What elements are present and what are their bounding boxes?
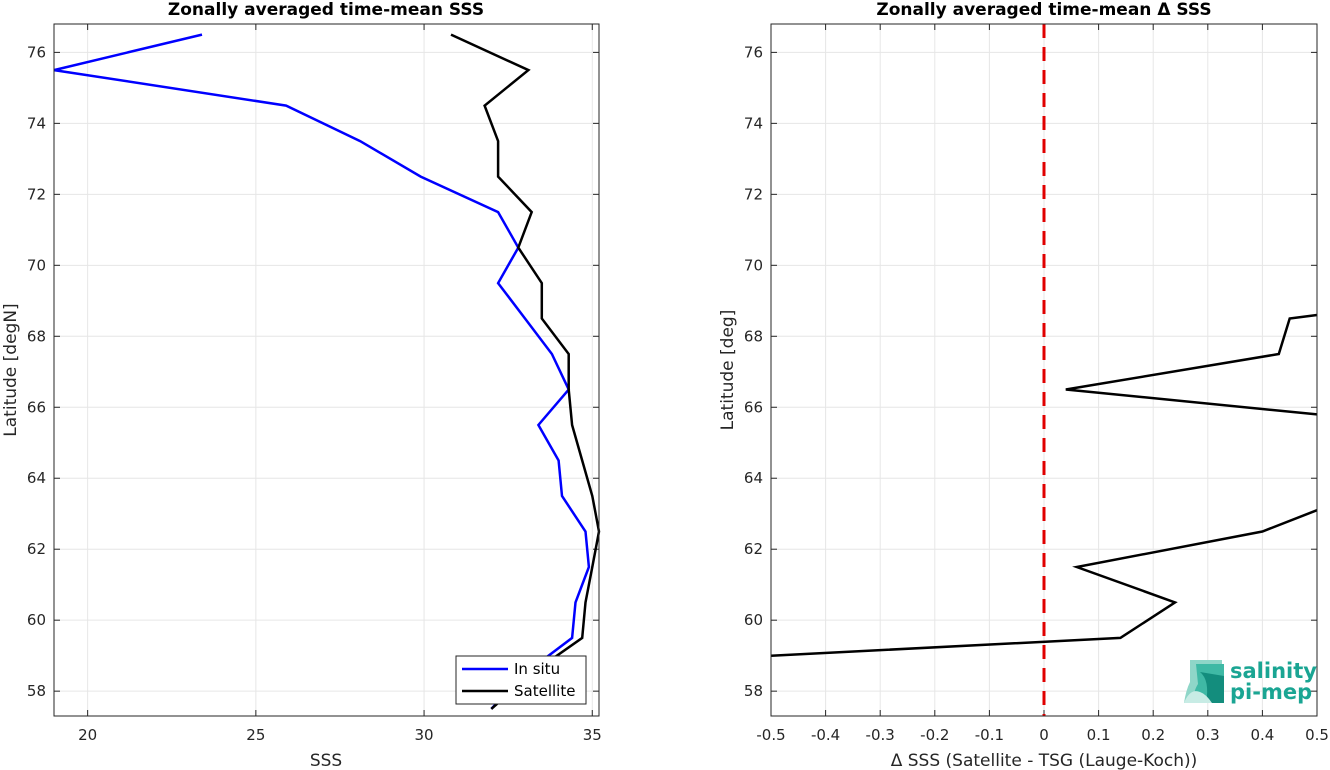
sss-plot-title: Zonally averaged time-mean SSS — [168, 0, 484, 20]
sss-y-tick-label: 60 — [27, 611, 46, 629]
delta-sss-x-tick-label: -0.3 — [866, 726, 895, 744]
delta-sss-y-tick-label: 72 — [744, 185, 763, 203]
logo-line-2: pi-mep — [1230, 680, 1312, 704]
delta-sss-y-tick-label: 74 — [744, 114, 763, 132]
delta-sss-plot-border — [770, 23, 1318, 717]
sss-plot-area — [53, 23, 600, 717]
delta-sss-y-tick-label: 70 — [744, 256, 763, 274]
sss-plot: 20 25 30 35 58 60 62 64 66 68 70 72 74 76 Zonally ave… — [1, 0, 602, 770]
sss-y-tick-label: 58 — [27, 682, 46, 700]
sss-series — [53, 33, 601, 710]
delta-sss-grid — [770, 24, 1318, 716]
legend: In situ Satellite — [455, 655, 587, 705]
delta-sss-ticks: -0.5 -0.4 -0.3 -0.2 -0.1 0 0.1 0.2 0.3 0.4 0.5 58 60… — [744, 24, 1329, 744]
sss-y-axis-title: Latitude [degN] — [1, 303, 21, 436]
sss-x-tick-label: 30 — [415, 726, 434, 744]
delta-sss-y-axis-title: Latitude [deg] — [718, 310, 738, 431]
delta-sss-series-line-0 — [770, 313, 1318, 657]
salinity-pi-mep-logo: salinity pi-mep — [1184, 659, 1317, 704]
delta-sss-y-tick-label: 62 — [744, 540, 763, 558]
sss-y-tick-label: 64 — [27, 469, 46, 487]
delta-sss-x-tick-label: 0.2 — [1141, 726, 1165, 744]
sss-y-tick-label: 72 — [27, 185, 46, 203]
sss-y-tick-label: 76 — [27, 43, 46, 61]
delta-sss-y-tick-label: 66 — [744, 398, 763, 416]
delta-sss-x-axis-title: Δ SSS (Satellite - TSG (Lauge-Koch)) — [891, 751, 1198, 770]
sss-grid — [54, 24, 599, 716]
sss-x-axis-title: SSS — [310, 751, 342, 770]
sss-y-tick-label: 70 — [27, 256, 46, 274]
delta-sss-x-tick-label: -0.5 — [756, 726, 785, 744]
sss-y-tick-label: 74 — [27, 114, 46, 132]
sss-x-tick-label: 25 — [246, 726, 265, 744]
delta-sss-x-tick-label: -0.1 — [975, 726, 1004, 744]
delta-sss-plot: -0.5 -0.4 -0.3 -0.2 -0.1 0 0.1 0.2 0.3 0.4 0.5 58 60… — [718, 0, 1329, 770]
sss-y-tick-label: 62 — [27, 540, 46, 558]
legend-box — [455, 655, 587, 705]
delta-sss-y-tick-label: 60 — [744, 611, 763, 629]
delta-sss-x-tick-label: 0.5 — [1305, 726, 1329, 744]
delta-sss-x-tick-label: 0 — [1039, 726, 1049, 744]
sss-ticks: 20 25 30 35 58 60 62 64 66 68 70 72 74 76 — [27, 24, 602, 744]
sss-x-tick-label: 20 — [78, 726, 97, 744]
delta-sss-y-tick-label: 64 — [744, 469, 763, 487]
delta-sss-x-tick-label: -0.2 — [920, 726, 949, 744]
sss-series-line-0 — [53, 33, 591, 710]
delta-sss-y-tick-label: 76 — [744, 43, 763, 61]
sss-series-line-1 — [450, 33, 601, 710]
delta-sss-x-tick-label: 0.1 — [1087, 726, 1111, 744]
legend-label-satellite: Satellite — [514, 682, 575, 700]
logo-wave-icon — [1184, 660, 1224, 703]
delta-sss-x-tick-label: -0.4 — [811, 726, 840, 744]
legend-label-in-situ: In situ — [514, 660, 560, 678]
delta-sss-x-tick-label: 0.3 — [1196, 726, 1220, 744]
delta-sss-y-tick-label: 68 — [744, 327, 763, 345]
delta-sss-series — [770, 313, 1318, 657]
delta-sss-plot-title: Zonally averaged time-mean Δ SSS — [876, 0, 1211, 20]
sss-y-tick-label: 66 — [27, 398, 46, 416]
logo-line-1: salinity — [1230, 659, 1317, 683]
delta-sss-y-tick-label: 58 — [744, 682, 763, 700]
sss-y-tick-label: 68 — [27, 327, 46, 345]
sss-plot-border — [53, 23, 600, 717]
sss-x-tick-label: 35 — [583, 726, 602, 744]
delta-sss-x-tick-label: 0.4 — [1250, 726, 1274, 744]
